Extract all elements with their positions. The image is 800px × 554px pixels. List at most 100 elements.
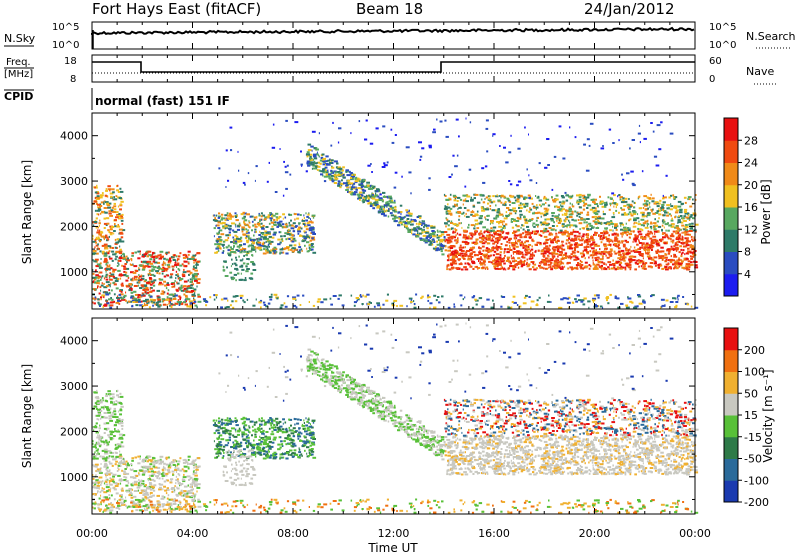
power-echo-cell [556, 239, 560, 242]
power-echo-cell [118, 252, 122, 255]
power-echo-cell [675, 246, 679, 249]
power-echo-cell [103, 200, 106, 203]
power-echo-cell [603, 267, 606, 269]
power-echo-cell [591, 299, 596, 302]
power-echo-cell [610, 267, 615, 270]
power-echo-cell [598, 234, 601, 237]
power-echo-cell [175, 270, 178, 273]
power-echo-cell [479, 250, 481, 253]
power-echo-cell [163, 257, 166, 260]
power-echo-cell [97, 226, 99, 229]
power-echo-cell [531, 218, 534, 220]
power-echo-cell [501, 220, 505, 223]
power-echo-cell [192, 275, 195, 278]
power-echo-cell [369, 202, 373, 205]
power-echo-cell [643, 137, 647, 140]
power-echo-cell [619, 198, 622, 201]
power-echo-cell [472, 205, 476, 208]
power-echo-cell [130, 264, 133, 266]
power-echo-cell [586, 211, 590, 214]
power-echo-cell [626, 234, 628, 237]
power-echo-cell [565, 218, 568, 221]
power-echo-cell [290, 219, 292, 222]
power-echo-cell [462, 194, 465, 197]
power-echo-cell [447, 203, 449, 206]
power-echo-cell [202, 298, 207, 301]
power-echo-cell [298, 246, 302, 249]
power-echo-cell [479, 220, 484, 223]
power-echo-cell [458, 218, 460, 221]
power-echo-cell [244, 237, 248, 240]
power-echo-cell [610, 204, 612, 207]
power-echo-cell [502, 223, 504, 226]
power-echo-cell [512, 232, 515, 234]
power-echo-cell [436, 234, 439, 236]
power-echo-cell [106, 285, 109, 288]
power-echo-cell [685, 228, 687, 230]
power-echo-cell [583, 266, 586, 269]
power-echo-cell [612, 259, 614, 262]
power-echo-cell [689, 205, 693, 208]
power-echo-cell [165, 258, 169, 261]
power-echo-cell [105, 234, 108, 237]
power-echo-cell [655, 250, 660, 253]
power-echo-cell [565, 209, 569, 212]
power-echo-cell [489, 222, 491, 225]
power-echo-cell [401, 223, 403, 226]
power-echo-cell [125, 291, 127, 294]
power-echo-cell [360, 185, 364, 188]
power-echo-cell [629, 236, 631, 239]
power-echo-cell [693, 236, 695, 239]
power-echo-cell [596, 256, 600, 259]
power-echo-cell [292, 230, 296, 233]
power-echo-cell [566, 245, 570, 248]
power-echo-cell [646, 248, 650, 251]
power-echo-cell [547, 204, 551, 207]
power-echo-cell [101, 275, 104, 278]
power-echo-cell [299, 249, 301, 252]
power-echo-cell [308, 153, 313, 156]
power-echo-cell [661, 203, 665, 206]
power-echo-cell [263, 234, 268, 237]
power-echo-cell [337, 180, 340, 183]
power-echo-cell [428, 234, 431, 237]
power-echo-cell [385, 203, 389, 206]
power-echo-cell [650, 249, 653, 251]
freq-trace [92, 61, 695, 73]
power-echo-cell [679, 209, 682, 212]
power-echo-cell [150, 290, 153, 293]
power-echo-cell [103, 201, 105, 204]
power-echo-cell [633, 206, 636, 209]
power-echo-cell [607, 196, 610, 199]
power-echo-cell [624, 239, 628, 242]
power-echo-cell [246, 239, 250, 242]
power-echo-cell [117, 262, 119, 265]
power-echo-cell [233, 239, 235, 242]
power-echo-cell [215, 247, 220, 250]
power-echo-cell [608, 267, 611, 270]
power-echo-cell [453, 196, 457, 199]
power-echo-cell [408, 214, 411, 217]
power-echo-cell [551, 251, 556, 254]
power-echo-cell [425, 231, 429, 234]
power-echo-cell [459, 294, 463, 297]
power-echo-cell [104, 194, 107, 197]
power-echo-cell [289, 232, 292, 235]
power-echo-cell [117, 299, 121, 302]
power-echo-cell [95, 241, 97, 244]
power-echo-cell [225, 234, 230, 237]
power-echo-cell [566, 226, 568, 229]
power-echo-cell [482, 249, 485, 252]
power-echo-cell [673, 255, 678, 258]
power-echo-cell [674, 216, 677, 219]
power-echo-cell [694, 230, 697, 233]
power-echo-cell [516, 194, 521, 197]
power-echo-cell [147, 274, 150, 277]
power-echo-cell [525, 240, 529, 243]
power-echo-cell [180, 284, 183, 287]
power-echo-cell [674, 211, 679, 214]
power-echo-cell [641, 255, 644, 257]
power-echo-cell [578, 198, 582, 201]
power-echo-cell [92, 252, 97, 255]
power-echo-cell [474, 242, 477, 245]
